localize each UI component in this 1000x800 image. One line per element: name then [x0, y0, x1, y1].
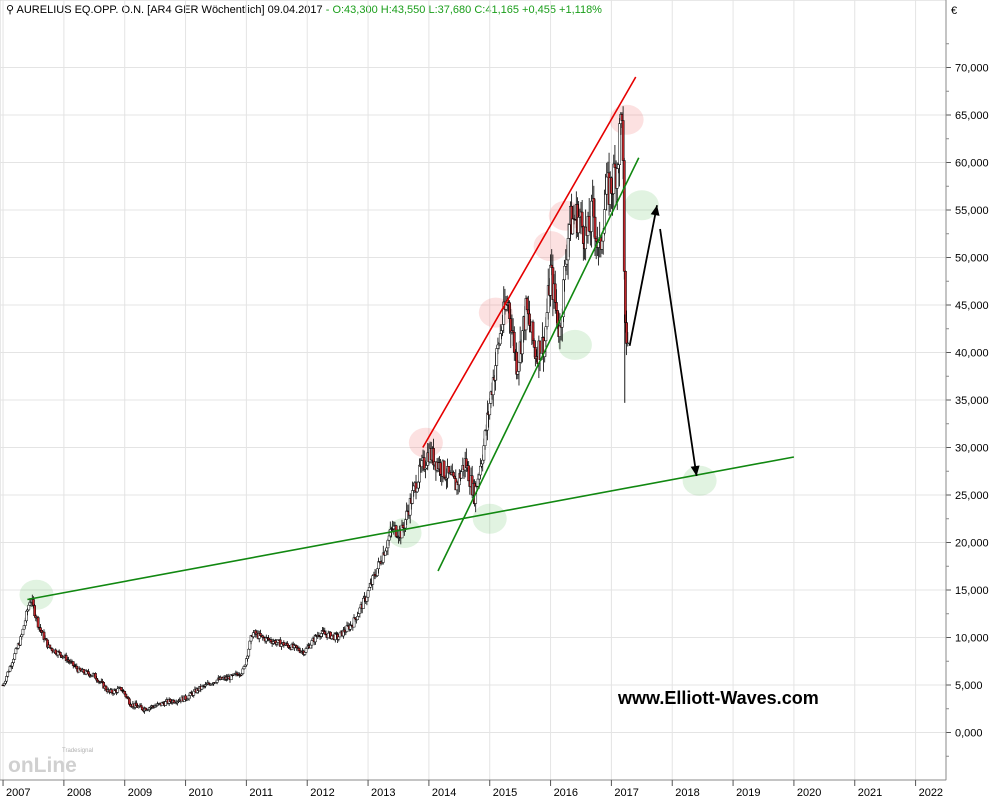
candle-body [356, 616, 359, 620]
candle-body [555, 302, 558, 311]
x-tick-label: 2007 [6, 787, 30, 799]
ohlc-values: - O:43,300 H:43,550 L:37,680 [325, 4, 472, 16]
x-tick-label: 2015 [493, 787, 517, 799]
candle-body [13, 653, 17, 660]
currency-label: € [951, 5, 957, 17]
candle-body [116, 688, 120, 693]
y-tick-label: 55,000 [955, 205, 989, 217]
touch-highlight-green [472, 503, 507, 534]
y-tick-label: 0,000 [955, 728, 983, 740]
instrument-class: O.N. [121, 4, 145, 16]
x-tick-label: 2017 [614, 787, 638, 799]
close-change: C:41,165 +0,455 +1,118% [474, 4, 602, 16]
projection-arrows [628, 205, 700, 477]
candle-body [531, 321, 535, 341]
candle-body [14, 648, 18, 654]
x-tick-label: 2010 [189, 787, 213, 799]
y-tick-label: 60,000 [955, 158, 989, 170]
chart-header: ⚲ AURELIUS EQ.OPP. O.N. [AR4 GER Wöchent… [6, 3, 602, 16]
candle-body [304, 648, 308, 653]
y-tick-label: 25,000 [955, 490, 989, 502]
touch-highlight-green [624, 190, 659, 221]
y-tick-label: 15,000 [955, 585, 989, 597]
y-tick-label: 10,000 [955, 633, 989, 645]
candle-body [59, 652, 62, 656]
x-tick-label: 2012 [310, 787, 334, 799]
x-tick-label: 2008 [67, 787, 91, 799]
candles [1, 106, 630, 714]
projection-arrow-head [690, 465, 700, 476]
tradesignal-logo: Tradesignal onLine [8, 748, 93, 774]
touch-highlight-red [478, 297, 513, 328]
candle-body [366, 590, 370, 598]
candle-body [442, 460, 446, 478]
watermark: www.Elliott-Waves.com [618, 688, 819, 708]
x-tick-label: 2009 [128, 787, 152, 799]
candle-body [21, 628, 25, 635]
chart-symbol-icon: ⚲ [6, 4, 15, 16]
candle-body [310, 640, 314, 646]
touch-highlight-green [682, 465, 717, 496]
x-tick-label: 2020 [797, 787, 821, 799]
plot-frame [0, 0, 947, 781]
logo-brand-top: Tradesignal [62, 748, 93, 754]
candle-body [6, 671, 10, 677]
x-tick-label: 2021 [858, 787, 882, 799]
y-tick-label: 70,000 [955, 63, 989, 75]
y-tick-label: 50,000 [955, 253, 989, 265]
candle-body [621, 120, 625, 161]
trendline-steep-support [437, 157, 640, 572]
x-tick-label: 2018 [675, 787, 699, 799]
x-tick-label: 2022 [919, 787, 943, 799]
touch-highlight-green [19, 579, 54, 610]
candle-body [626, 342, 630, 345]
x-tick-label: 2013 [371, 787, 395, 799]
y-tick-label: 65,000 [955, 110, 989, 122]
candle-body [48, 644, 52, 649]
x-tick-label: 2014 [432, 787, 456, 799]
trendlines [27, 76, 795, 601]
touch-highlight-red [609, 104, 644, 135]
y-tick-label: 45,000 [955, 300, 989, 312]
candle-body [36, 617, 40, 628]
candle-body [439, 462, 442, 475]
grid [0, 0, 947, 781]
projection-arrow-head [650, 205, 660, 216]
trendline-resistance [422, 76, 637, 448]
x-tick-label: 2011 [249, 787, 273, 799]
instrument-meta: [AR4 GER Wöchentlich] [147, 4, 265, 16]
y-tick-label: 35,000 [955, 395, 989, 407]
y-tick-label: 20,000 [955, 538, 989, 550]
instrument-name: AURELIUS EQ.OPP. [16, 4, 119, 16]
y-tick-label: 40,000 [955, 348, 989, 360]
trendline-long-support [27, 456, 795, 601]
quote-date: 09.04.2017 [267, 4, 323, 16]
x-tick-label: 2019 [736, 787, 760, 799]
logo-brand: onLine [8, 754, 77, 774]
candle-body [337, 636, 341, 640]
y-tick-label: 5,000 [955, 680, 983, 692]
candle-body [622, 160, 626, 272]
projection-arrow-shaft [628, 205, 658, 347]
candle-body [580, 211, 584, 227]
candle-body [593, 216, 597, 239]
projection-arrow-shaft [659, 228, 698, 477]
y-tick-label: 30,000 [955, 443, 989, 455]
touch-highlight-green [557, 329, 592, 360]
candle-body [247, 648, 251, 657]
x-tick-label: 2016 [554, 787, 578, 799]
candle-body [259, 633, 262, 636]
